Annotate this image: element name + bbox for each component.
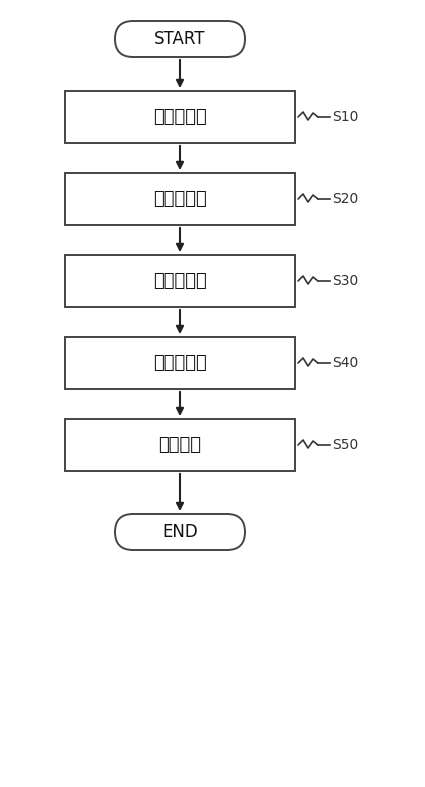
Text: データ印刷: データ印刷 (153, 190, 207, 208)
Bar (65, 337, 295, 389)
Bar (65, 419, 295, 471)
FancyBboxPatch shape (115, 21, 245, 57)
Text: S50: S50 (332, 438, 358, 452)
Text: START: START (154, 30, 206, 48)
Bar (65, 91, 295, 143)
Bar (65, 173, 295, 225)
Text: END: END (162, 523, 198, 541)
Text: S20: S20 (332, 192, 358, 206)
Text: データ作成: データ作成 (153, 108, 207, 126)
Text: S10: S10 (332, 110, 358, 124)
Bar (65, 255, 295, 307)
Text: 品質検証: 品質検証 (159, 436, 201, 454)
Text: レンズ成形: レンズ成形 (153, 354, 207, 372)
FancyBboxPatch shape (115, 514, 245, 550)
Text: S40: S40 (332, 356, 358, 370)
Text: S30: S30 (332, 274, 358, 288)
Text: 成形型作成: 成形型作成 (153, 272, 207, 290)
